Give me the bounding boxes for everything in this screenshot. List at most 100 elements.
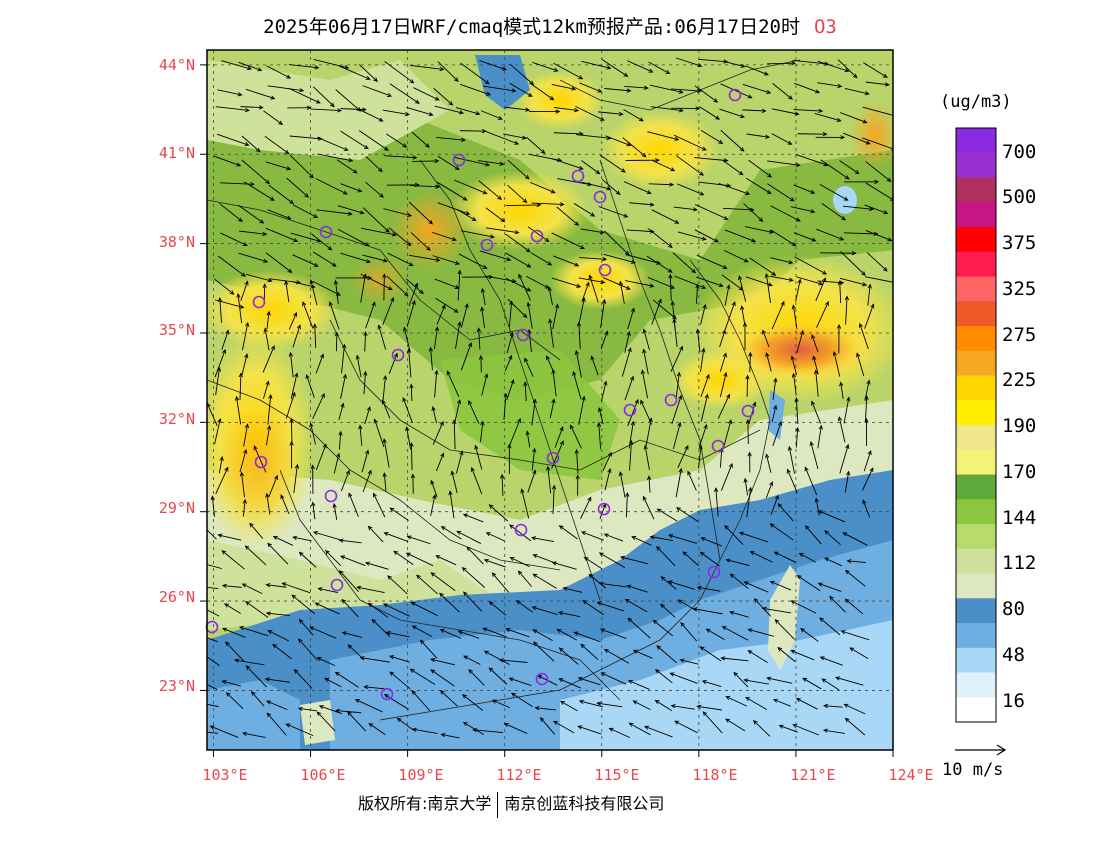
- wind-arrow: [650, 84, 684, 94]
- wind-arrow: [792, 724, 819, 736]
- wind-arrow: [478, 354, 484, 373]
- wind-arrow: [843, 396, 851, 424]
- wind-arrow: [356, 585, 385, 594]
- wind-arrow: [288, 64, 320, 70]
- wind-arrow: [652, 160, 676, 172]
- wind-arrow: [498, 658, 528, 663]
- wind-arrow: [675, 507, 699, 523]
- wind-arrow: [523, 381, 528, 402]
- wind-arrow: [745, 65, 769, 76]
- wind-arrow: [675, 57, 703, 68]
- wind-arrow: [648, 182, 675, 187]
- wind-arrow: [596, 421, 602, 449]
- wind-arrow: [675, 371, 682, 400]
- wind-arrow: [383, 532, 409, 543]
- wind-arrow: [671, 106, 701, 111]
- wind-arrow: [531, 606, 558, 615]
- colorbar-label-500: 500: [1002, 186, 1037, 208]
- colorbar-label-80: 80: [1002, 598, 1025, 620]
- colorbar-label-170: 170: [1002, 461, 1037, 483]
- wind-arrow: [632, 700, 651, 710]
- colorbar-swatch: [956, 425, 996, 451]
- colorbar-swatch: [956, 375, 996, 401]
- wind-arrow: [627, 307, 635, 330]
- wind-arrow: [410, 473, 416, 494]
- wind-arrow: [409, 441, 414, 470]
- wind-arrow: [456, 530, 482, 544]
- wind-arrow: [221, 583, 242, 589]
- wind-arrow: [388, 352, 398, 374]
- wind-arrow: [234, 395, 242, 425]
- wind-arrow: [419, 639, 438, 659]
- colorbar-swatch: [956, 623, 996, 649]
- wind-arrow: [745, 177, 772, 195]
- wind-arrow: [360, 227, 397, 237]
- wind-arrow: [411, 131, 430, 148]
- wind-arrow: [338, 65, 371, 80]
- wind-arrow: [312, 323, 318, 348]
- wind-arrow: [674, 720, 698, 734]
- wind-arrow: [720, 83, 753, 99]
- wind-arrow: [431, 406, 438, 424]
- wind-arrow: [488, 504, 509, 522]
- wind-arrow: [643, 725, 673, 738]
- wind-arrow: [600, 298, 607, 329]
- wind-arrow: [772, 420, 782, 447]
- wind-arrow: [790, 206, 816, 214]
- colorbar-swatch: [956, 672, 996, 698]
- colorbar-swatch: [956, 400, 996, 426]
- station-marker: [319, 225, 333, 239]
- wind-arrow: [814, 497, 820, 516]
- wind-arrow: [520, 488, 530, 519]
- wind-arrow: [794, 82, 821, 94]
- station-marker: [597, 502, 611, 516]
- wind-arrow: [221, 679, 241, 687]
- province-boundaries: [207, 59, 801, 721]
- wind-arrow: [382, 472, 387, 491]
- wind-arrow: [821, 678, 840, 691]
- wind-arrow: [596, 601, 625, 612]
- colorbar-swatch: [956, 474, 996, 500]
- wind-arrow: [348, 492, 359, 517]
- wind-arrow: [338, 430, 343, 450]
- wind-arrow: [241, 731, 266, 738]
- colorbar-label-375: 375: [1002, 232, 1037, 254]
- wind-arrow: [809, 441, 819, 470]
- wind-arrow: [748, 351, 753, 372]
- station-marker: [728, 88, 742, 102]
- wind-arrow: [242, 321, 250, 351]
- wind-arrow: [792, 59, 830, 66]
- wind-arrow: [207, 684, 218, 690]
- wind-arrow: [714, 487, 719, 517]
- wind-arrow: [217, 296, 223, 323]
- wind-arrow: [264, 677, 290, 683]
- wind-arrow: [280, 494, 290, 515]
- wind-arrow: [527, 226, 550, 243]
- wind-arrow: [239, 448, 248, 473]
- wind-arrow: [225, 692, 244, 709]
- wind-arrow: [479, 250, 512, 262]
- wind-arrow: [724, 229, 757, 243]
- wind-arrow: [863, 62, 888, 78]
- wind-arrow: [674, 275, 707, 289]
- wind-arrow: [297, 706, 318, 712]
- wind-arrow: [743, 581, 769, 593]
- wind-arrow: [551, 484, 557, 515]
- wind-arrow: [822, 728, 845, 734]
- lat-label-41n: 41°N: [158, 144, 195, 162]
- wind-arrow: [747, 451, 752, 473]
- wind-arrow: [777, 646, 796, 663]
- wind-arrow: [338, 538, 362, 544]
- wind-arrow: [406, 348, 412, 378]
- wind-arrow: [551, 158, 584, 170]
- lon-label-124e: 124°E: [888, 766, 934, 784]
- wind-arrow: [355, 354, 362, 378]
- wind-arrow: [695, 328, 701, 353]
- wind-arrow: [396, 717, 414, 731]
- wind-arrow: [599, 154, 626, 173]
- wind-arrow: [454, 399, 462, 424]
- wind-arrow: [842, 205, 875, 212]
- wind-arrow: [580, 228, 605, 235]
- wind-arrow: [820, 159, 850, 180]
- wind-arrow: [546, 355, 555, 373]
